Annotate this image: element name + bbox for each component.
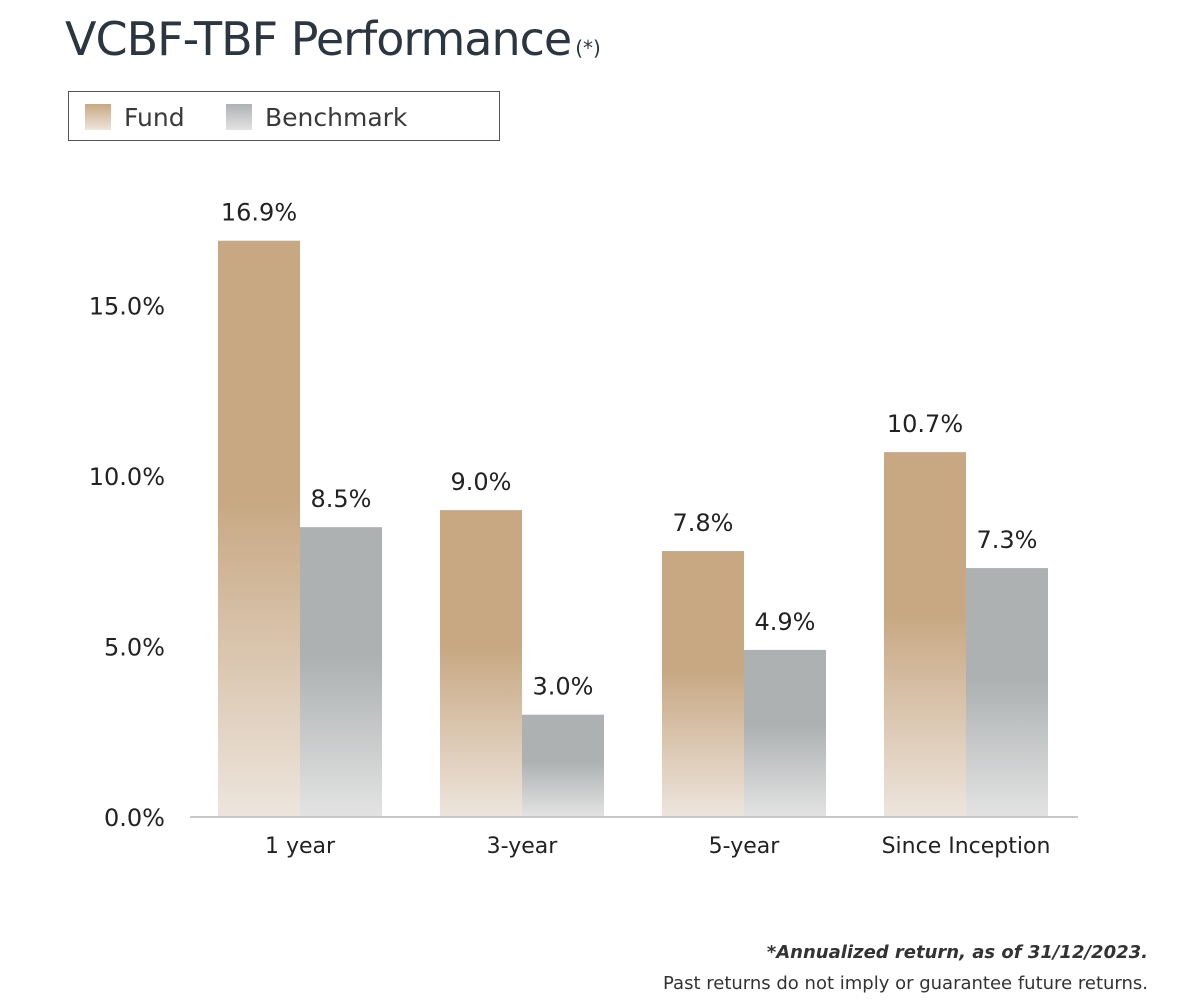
bar-benchmark-2	[744, 649, 826, 817]
bar-fund-0	[218, 240, 300, 817]
footnote-disclaimer: Past returns do not imply or guarantee f…	[663, 973, 1148, 994]
data-label-fund-0: 16.9%	[221, 199, 297, 227]
footnote-annualized: *Annualized return, as of 31/12/2023.	[766, 942, 1148, 963]
chart-legend: Fund Benchmark	[68, 91, 500, 141]
data-label-fund-3: 10.7%	[887, 410, 963, 438]
chart-title-text: VCBF-TBF Performance	[65, 12, 572, 66]
bar-benchmark-0	[300, 527, 382, 817]
legend-swatch-benchmark	[226, 104, 252, 130]
chart-title-suffix: (*)	[575, 36, 601, 60]
y-tick-label: 10.0%	[89, 463, 165, 491]
x-tick-label: 1 year	[265, 834, 336, 859]
legend-label-benchmark: Benchmark	[265, 102, 408, 132]
y-tick-label: 5.0%	[104, 634, 165, 662]
bar-fund-1	[440, 510, 522, 817]
bar-fund-3	[884, 452, 966, 817]
x-tick-label: 5-year	[709, 834, 781, 859]
data-label-fund-2: 7.8%	[673, 509, 734, 537]
chart-title: VCBF-TBF Performance (*)	[65, 12, 601, 66]
bar-benchmark-1	[522, 714, 604, 817]
bar-fund-2	[662, 551, 744, 817]
legend-item-fund: Fund	[85, 102, 185, 132]
data-label-benchmark-3: 7.3%	[977, 526, 1038, 554]
y-tick-label: 15.0%	[89, 293, 165, 321]
data-label-benchmark-1: 3.0%	[533, 673, 594, 701]
legend-label-fund: Fund	[124, 102, 185, 132]
y-tick-label: 0.0%	[104, 804, 165, 832]
x-tick-label: Since Inception	[882, 834, 1051, 859]
legend-swatch-fund	[85, 104, 111, 130]
x-tick-label: 3-year	[487, 834, 559, 859]
data-label-fund-1: 9.0%	[451, 468, 512, 496]
data-label-benchmark-2: 4.9%	[755, 608, 816, 636]
legend-item-benchmark: Benchmark	[226, 102, 408, 132]
bar-benchmark-3	[966, 568, 1048, 817]
data-label-benchmark-0: 8.5%	[311, 485, 372, 513]
